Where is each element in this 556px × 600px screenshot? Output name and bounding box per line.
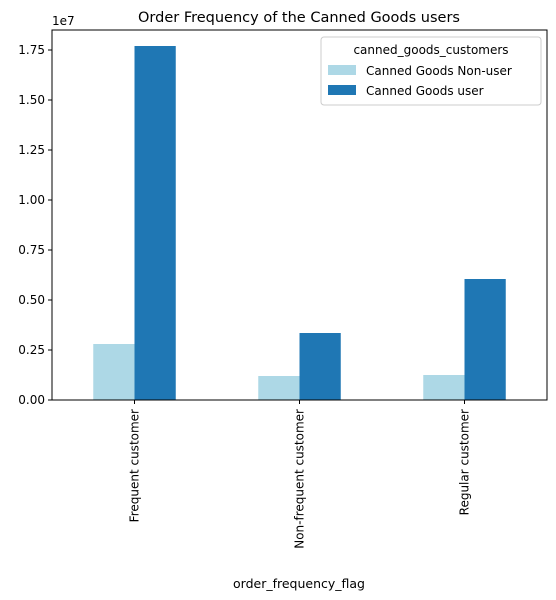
- bars: [93, 46, 506, 400]
- bar: [464, 279, 506, 400]
- bar: [423, 375, 465, 400]
- y-tick-label: 1.50: [18, 93, 45, 107]
- x-axis-label: order_frequency_flag: [233, 576, 365, 591]
- chart-title: Order Frequency of the Canned Goods user…: [138, 10, 460, 26]
- x-tick-label: Non-frequent customer: [293, 409, 307, 549]
- bar: [134, 46, 176, 400]
- y-tick-label: 1.75: [18, 43, 45, 57]
- x-axis-ticks: Frequent customer Non-frequent customer Re…: [128, 400, 472, 549]
- y-tick-label: 0.00: [18, 393, 45, 407]
- y-tick-label: 1.25: [18, 143, 45, 157]
- y-tick-label: 0.75: [18, 243, 45, 257]
- plot-frame: [51, 29, 548, 401]
- bar: [258, 376, 300, 400]
- legend-box: [320, 36, 542, 106]
- legend-entry: Canned Goods user: [366, 84, 484, 98]
- legend-swatch: [328, 85, 356, 95]
- bar: [299, 333, 341, 400]
- legend-title: canned_goods_customers: [353, 43, 508, 57]
- legend: canned_goods_customers Canned Goods Non-…: [320, 36, 542, 106]
- legend-entry: Canned Goods Non-user: [366, 64, 512, 78]
- legend-swatch: [328, 65, 356, 75]
- y-tick-label: 0.50: [18, 293, 45, 307]
- bar: [93, 344, 135, 400]
- y-tick-label: 1.00: [18, 193, 45, 207]
- x-tick-label: Regular customer: [458, 409, 472, 515]
- x-tick-label: Frequent customer: [128, 409, 142, 522]
- y-axis-multiplier: 1e7: [52, 14, 75, 28]
- y-tick-label: 0.25: [18, 343, 45, 357]
- y-axis-ticks: 0.00 0.25 0.50 0.75 1.00 1.25 1.50 1.75: [18, 43, 52, 407]
